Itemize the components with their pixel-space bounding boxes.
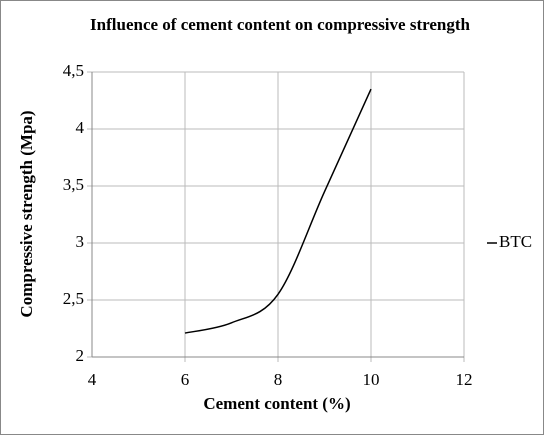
y-axis-label: Compressive strength (Mpa) bbox=[17, 110, 36, 317]
x-tick-label: 8 bbox=[274, 370, 283, 389]
x-axis-label: Cement content (%) bbox=[203, 394, 350, 413]
y-tick-label: 2,5 bbox=[63, 289, 84, 308]
chart-title: Influence of cement content on compressi… bbox=[90, 15, 470, 34]
y-tick-label: 4,5 bbox=[63, 61, 84, 80]
y-tick-label: 3,5 bbox=[63, 175, 84, 194]
y-tick-label: 2 bbox=[76, 346, 85, 365]
x-tick-label: 10 bbox=[363, 370, 380, 389]
y-tick-label: 3 bbox=[76, 232, 85, 251]
x-tick-label: 4 bbox=[88, 370, 97, 389]
x-tick-label: 6 bbox=[181, 370, 190, 389]
legend-label: BTC bbox=[499, 232, 532, 251]
series-line bbox=[184, 88, 372, 334]
y-tick-label: 4 bbox=[76, 118, 85, 137]
x-tick-label: 12 bbox=[456, 370, 473, 389]
